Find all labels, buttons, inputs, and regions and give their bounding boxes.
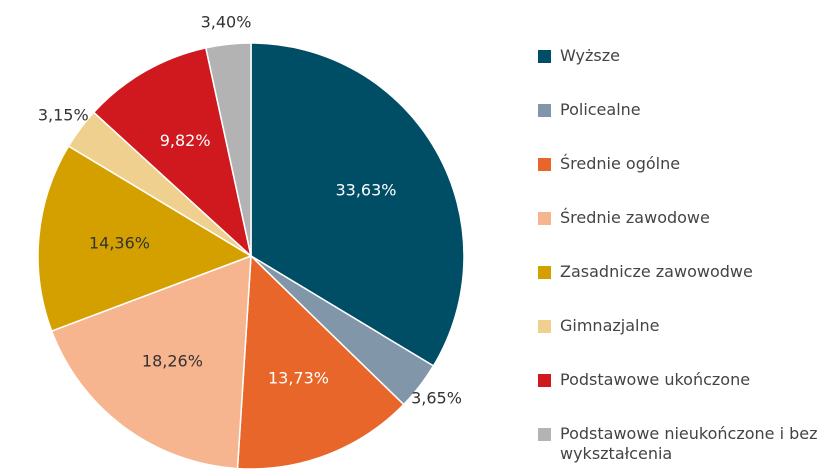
pie-slice [236, 254, 405, 470]
legend-item: Policealne [538, 100, 823, 154]
pie-slice [50, 254, 252, 470]
data-label: 13,73% [268, 369, 329, 388]
legend-swatch [538, 428, 551, 441]
pie-slice [250, 42, 465, 367]
pie-slice [92, 46, 253, 259]
data-label: 9,82% [160, 131, 211, 150]
legend-item: Podstawowe nieukończone i bez wykształce… [538, 424, 823, 475]
legend-swatch [538, 50, 551, 63]
legend-swatch [538, 104, 551, 117]
legend-label: Gimnazjalne [560, 316, 660, 335]
legend-label: Zasadnicze zawowodwe [560, 262, 753, 281]
legend-item: Średnie ogólne [538, 154, 823, 208]
legend-swatch [538, 212, 551, 225]
legend-item: Wyższe [538, 46, 823, 100]
legend-item: Średnie zawodowe [538, 208, 823, 262]
legend-swatch [538, 266, 551, 279]
legend-label: Średnie zawodowe [560, 208, 710, 227]
data-label: 3,15% [38, 105, 89, 124]
data-label: 3,65% [411, 389, 462, 408]
legend-swatch [538, 320, 551, 333]
legend-item: Podstawowe ukończone [538, 370, 823, 424]
legend-item: Zasadnicze zawowodwe [538, 262, 823, 316]
legend: Wyższe Policealne Średnie ogólne Średnie za… [538, 46, 823, 475]
legend-label: Wyższe [560, 46, 620, 65]
data-label: 18,26% [142, 352, 203, 371]
data-label: 14,36% [89, 233, 150, 252]
legend-swatch [538, 158, 551, 171]
legend-label: Podstawowe nieukończone i bez wykształce… [560, 424, 818, 463]
legend-label: Policealne [560, 100, 641, 119]
pie-slice [204, 42, 252, 257]
data-label: 3,40% [201, 13, 252, 32]
legend-label: Średnie ogólne [560, 154, 681, 173]
pie-slice [37, 145, 253, 333]
legend-swatch [538, 374, 551, 387]
legend-label: Podstawowe ukończone [560, 370, 751, 389]
legend-item: Gimnazjalne [538, 316, 823, 370]
data-label: 33,63% [335, 181, 396, 200]
